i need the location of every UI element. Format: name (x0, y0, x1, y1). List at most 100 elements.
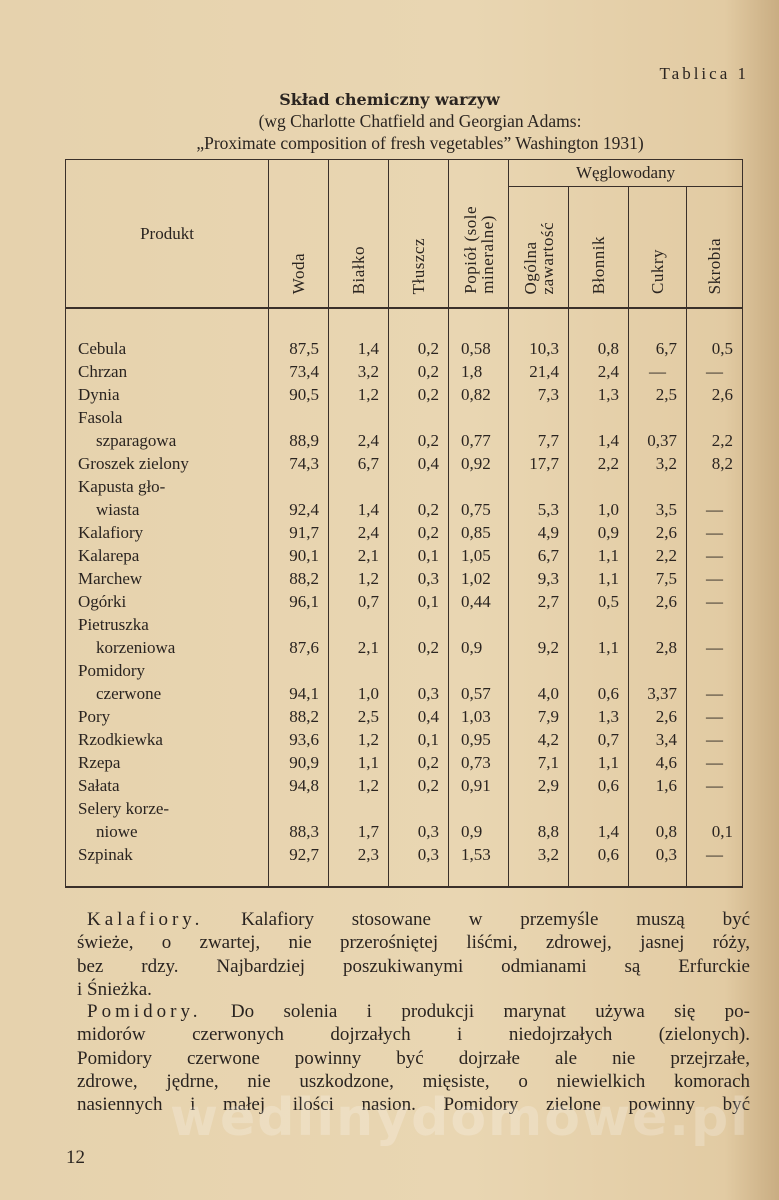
cell-skrobia: 2,6 (685, 383, 744, 406)
table-row: Kalarepa 90,1 2,1 0,1 1,05 6,7 1,1 2,2— (65, 544, 744, 567)
paragraph-line: bez rdzy. Najbardziej poszukiwanymi odmi… (77, 955, 750, 977)
cell-bialko: 2,5 (328, 705, 389, 728)
paragraph-line: nasiennych i małej ilości nasion. Pomido… (77, 1094, 750, 1116)
header-ogolna: Ogólna zawartość (508, 186, 569, 308)
cell-woda: 96,1 (268, 590, 329, 613)
product-name-text: czerwone (96, 684, 162, 703)
cell-ogolna: 5,3 (508, 498, 569, 521)
product-name-text: Cebula (78, 339, 127, 358)
empty-cell (448, 475, 509, 498)
cell-tluszcz: 0,2 (388, 751, 449, 774)
paragraph-text: Kalafiory stosowane w przemyśle muszą by… (241, 909, 750, 930)
cell-ogolna: 2,7 (508, 590, 569, 613)
empty-cell (388, 797, 449, 820)
header-ogolna-label: Ogólna zawartość (520, 222, 557, 294)
header-blonnik: Błonnik (568, 186, 629, 308)
product-name-text: Sałata (78, 776, 120, 795)
empty-cell (568, 613, 629, 636)
empty-cell (388, 308, 449, 337)
cell-tluszcz: 0,3 (388, 682, 449, 705)
empty-cell (628, 866, 687, 887)
cell-ogolna: 7,3 (508, 383, 569, 406)
cell-bialko: 1,2 (328, 774, 389, 797)
cell-cukry: 7,5 (628, 567, 687, 590)
cell-woda: 88,3 (268, 820, 329, 843)
page-number: 12 (66, 1147, 85, 1168)
cell-skrobia: 0,5 (685, 337, 744, 360)
empty-cell (508, 659, 569, 682)
empty-cell (388, 475, 449, 498)
product-name: korzeniowa (65, 636, 269, 659)
product-name: czerwone (65, 682, 269, 705)
header-blonnik-label: Błonnik (589, 235, 608, 294)
product-name: szparagowa (65, 429, 269, 452)
cell-blonnik: 0,7 (568, 728, 629, 751)
cell-bialko: 2,4 (328, 429, 389, 452)
cell-bialko: 2,1 (328, 636, 389, 659)
header-ogolna-line-1: Ogólna (520, 240, 540, 294)
header-popiol-label: Popiół (sole mineralne) (461, 206, 497, 294)
cell-blonnik: 1,1 (568, 636, 629, 659)
table-subtitle-line-1: (wg Charlotte Chatfield and Georgian Ada… (258, 111, 582, 131)
paragraph-lead: Pomidory. (87, 1001, 202, 1022)
cell-popiol: 0,85 (448, 521, 509, 544)
header-tluszcz: Tłuszcz (388, 159, 449, 308)
empty-cell (628, 475, 687, 498)
cell-cukry: 0,3 (628, 843, 687, 866)
empty-cell (568, 308, 629, 337)
empty-cell (65, 308, 269, 337)
empty-cell (268, 406, 329, 429)
table-row: Chrzan 73,4 3,2 0,2 1,8 21,4 2,4— — (65, 360, 744, 383)
empty-cell (685, 308, 744, 337)
cell-ogolna: 2,9 (508, 774, 569, 797)
empty-cell (328, 613, 389, 636)
cell-skrobia: — (685, 705, 744, 728)
cell-popiol: 0,91 (448, 774, 509, 797)
cell-popiol: 0,73 (448, 751, 509, 774)
cell-bialko: 1,2 (328, 728, 389, 751)
product-name: Dynia (65, 383, 269, 406)
cell-popiol: 0,9 (448, 636, 509, 659)
cell-woda: 74,3 (268, 452, 329, 475)
cell-cukry: 2,2 (628, 544, 687, 567)
header-popiol: Popiół (sole mineralne) (448, 159, 509, 308)
cell-woda: 87,6 (268, 636, 329, 659)
cell-cukry: 2,6 (628, 590, 687, 613)
table-row: Ogórki 96,1 0,7 0,1 0,44 2,7 0,5 2,6— (65, 590, 744, 613)
watermark: wedlinydomowe.pl (170, 1088, 751, 1148)
cell-tluszcz: 0,2 (388, 360, 449, 383)
header-tluszcz-label: Tłuszcz (409, 237, 428, 294)
cell-blonnik: 2,2 (568, 452, 629, 475)
cell-woda: 73,4 (268, 360, 329, 383)
cell-blonnik: 0,5 (568, 590, 629, 613)
product-name: Groszek zielony (65, 452, 269, 475)
cell-bialko: 0,7 (328, 590, 389, 613)
product-name-text: korzeniowa (96, 638, 176, 657)
header-bialko-label: Białko (349, 245, 368, 294)
empty-cell (448, 406, 509, 429)
cell-skrobia: — (685, 682, 744, 705)
header-produkt-label: Produkt (140, 223, 194, 243)
cell-ogolna: 4,0 (508, 682, 569, 705)
cell-woda: 90,5 (268, 383, 329, 406)
product-name-text: Szpinak (78, 845, 133, 864)
cell-bialko: 2,1 (328, 544, 389, 567)
product-name-text: Pory (78, 707, 111, 726)
cell-cukry: 1,6 (628, 774, 687, 797)
table-row: czerwone 94,1 1,0 0,3 0,57 4,0 0,6 3,37— (65, 682, 744, 705)
empty-cell (568, 797, 629, 820)
table-row: Szpinak 92,7 2,3 0,3 1,53 3,2 0,6 0,3— (65, 843, 744, 866)
product-name-text: szparagowa (96, 431, 177, 450)
cell-cukry: 3,5 (628, 498, 687, 521)
header-bialko: Białko (328, 159, 389, 308)
cell-skrobia: — (685, 774, 744, 797)
cell-cukry: 4,6 (628, 751, 687, 774)
cell-blonnik: 0,8 (568, 337, 629, 360)
header-skrobia: Skrobia (685, 186, 744, 308)
table-row-continuation: Pietruszka (65, 613, 744, 636)
cell-tluszcz: 0,2 (388, 498, 449, 521)
cell-tluszcz: 0,1 (388, 728, 449, 751)
table-row-continuation: Pomidory (65, 659, 744, 682)
table-row: Marchew 88,2 1,2 0,3 1,02 9,3 1,1 7,5— (65, 567, 744, 590)
cell-popiol: 0,9 (448, 820, 509, 843)
